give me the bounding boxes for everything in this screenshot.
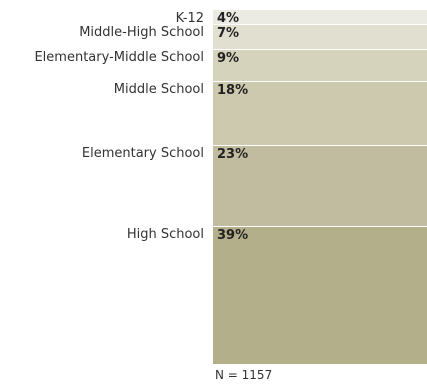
category-label: Middle School (113, 81, 204, 97)
value-label: 18% (217, 82, 249, 98)
segment-middle-high-school: 7% (213, 24, 427, 49)
value-label: 9% (217, 50, 240, 66)
category-label: High School (126, 226, 204, 242)
category-label: Elementary-Middle School (34, 49, 204, 65)
value-label: 23% (217, 146, 249, 162)
category-label: K-12 (175, 11, 204, 26)
segment-elementary-middle-school: 9% (213, 48, 427, 81)
segment-k-12: 4% (213, 10, 427, 26)
sample-size-note: N = 1157 (215, 368, 273, 382)
category-label: Middle-High School (79, 25, 204, 41)
value-label: 39% (217, 227, 249, 243)
segment-elementary-school: 23% (213, 144, 427, 226)
segment-high-school: 39% (213, 225, 427, 364)
value-label: 4% (217, 11, 240, 26)
segment-middle-school: 18% (213, 80, 427, 145)
value-label: 7% (217, 26, 240, 42)
category-label: Elementary School (81, 145, 204, 161)
